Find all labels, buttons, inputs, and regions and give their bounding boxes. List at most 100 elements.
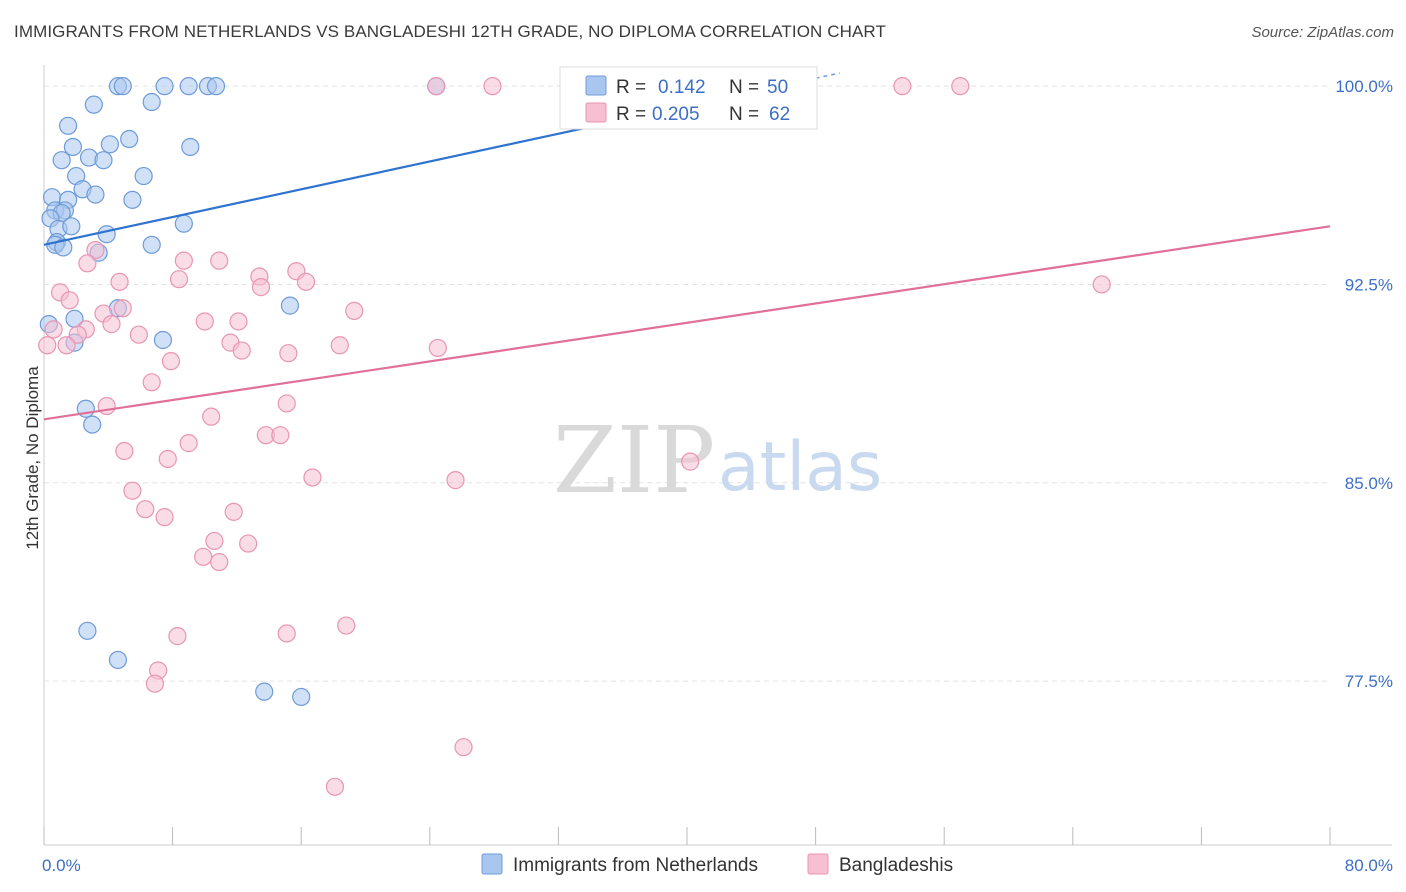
point-bangladeshis-51 [194,547,213,566]
point-bangladeshis-47 [224,502,243,521]
point-netherlands-23 [86,185,105,204]
point-bangladeshis-28 [330,336,349,355]
correlation-legend: R = 0.142 N = 50 R = 0.205 N = 62 [559,66,818,130]
point-bangladeshis-38 [271,426,290,445]
point-netherlands-12 [63,137,83,157]
legend-r-value-pink: 0.205 [652,104,700,125]
point-bangladeshis-43 [303,468,322,487]
y-tick-label-0: 100.0% [1335,77,1393,96]
point-netherlands-18 [134,166,153,186]
x-tick-label-1: 80.0% [1345,856,1393,875]
point-bangladeshis-48 [155,508,174,527]
point-bangladeshis-59 [145,674,165,693]
point-netherlands-15 [52,151,71,170]
point-bangladeshis-57 [168,627,187,646]
point-netherlands-47 [108,650,128,670]
point-bangladeshis-25 [129,325,148,344]
point-bangladeshis-21 [102,315,121,334]
point-bangladeshis-33 [142,373,161,392]
legend-n-label-pink: N = [729,104,759,125]
point-netherlands-30 [62,217,81,236]
point-bangladeshis-32 [161,352,181,371]
x-tick-label-0: 0.0% [42,856,81,875]
point-bangladeshis-30 [428,338,447,358]
point-netherlands-11 [120,129,139,149]
source-credit: Source: ZipAtlas.com [1251,24,1394,41]
watermark-atlas: atlas [718,428,882,507]
point-bangladeshis-54 [210,552,229,572]
point-bangladeshis-15 [60,291,79,310]
point-bangladeshis-52 [1092,275,1111,294]
data-points [38,77,1111,796]
point-bangladeshis-17 [345,301,364,320]
point-bangladeshis-4 [86,240,105,260]
x-tick-labels: 0.0% 80.0% [42,856,1393,875]
point-bangladeshis-60 [454,738,473,757]
point-bangladeshis-49 [205,531,224,551]
legend-swatch-blue [585,75,607,96]
point-bangladeshis-12 [110,272,129,291]
legend-n-label-blue: N = [729,77,759,98]
point-bangladeshis-41 [158,449,177,469]
point-bangladeshis-1 [483,77,502,96]
y-tick-label-3: 77.5% [1345,672,1393,691]
legend-r-label-pink: R = [616,104,646,125]
grid-lines [44,85,1330,682]
point-netherlands-31 [174,214,193,233]
point-bangladeshis-42 [681,452,700,471]
point-netherlands-14 [181,137,200,157]
point-netherlands-32 [97,225,116,244]
point-netherlands-2 [155,77,174,96]
point-bangladeshis-19 [195,312,214,331]
point-bangladeshis-39 [179,434,198,453]
legend-n-value-pink: 62 [769,104,790,125]
point-bangladeshis-46 [136,500,155,519]
point-bangladeshis-29 [232,341,251,360]
point-bangladeshis-40 [115,441,134,461]
series-legend: Immigrants from Netherlands Bangladeshis [481,853,953,876]
point-bangladeshis-3 [951,77,970,96]
point-netherlands-3 [179,77,198,96]
point-netherlands-48 [255,682,274,701]
point-netherlands-39 [280,296,300,315]
point-bangladeshis-5 [174,251,193,270]
y-tick-labels: 100.0% 92.5% 85.0% 77.5% [1335,77,1393,691]
point-netherlands-35 [54,238,73,257]
y-axis-label: 12th Grade, No Diploma [23,366,42,550]
point-netherlands-13 [100,135,120,154]
point-bangladeshis-53 [38,336,57,355]
point-netherlands-17 [94,151,113,170]
series-label-netherlands: Immigrants from Netherlands [513,855,758,876]
point-bangladeshis-11 [169,270,189,289]
point-bangladeshis-35 [97,396,116,416]
legend-r-value-blue: 0.142 [658,77,706,98]
point-bangladeshis-10 [296,272,316,291]
point-netherlands-9 [142,92,161,112]
point-netherlands-24 [123,190,142,209]
point-bangladeshis-44 [446,471,465,490]
point-netherlands-5 [206,77,226,96]
point-netherlands-46 [78,621,97,640]
point-bangladeshis-22 [44,320,63,339]
trend-line-netherlands-extension [815,72,840,79]
point-bangladeshis-50 [239,534,258,553]
point-bangladeshis-2 [893,77,912,96]
point-bangladeshis-45 [123,481,142,500]
point-bangladeshis-26 [57,336,76,355]
point-bangladeshis-16 [113,299,132,318]
point-bangladeshis-61 [325,777,345,796]
legend-n-value-blue: 50 [767,77,788,98]
point-bangladeshis-55 [337,616,356,635]
series-swatch-bangladeshis [807,853,829,875]
point-bangladeshis-13 [251,278,271,297]
point-netherlands-49 [292,687,311,707]
point-bangladeshis-7 [78,254,97,273]
point-netherlands-10 [59,116,78,135]
point-bangladeshis-20 [229,312,248,331]
trend-line-bangladeshis [43,225,1331,421]
legend-r-label-blue: R = [616,77,646,98]
series-swatch-netherlands [481,853,503,875]
y-tick-label-2: 85.0% [1345,474,1393,493]
point-bangladeshis-36 [202,407,221,426]
